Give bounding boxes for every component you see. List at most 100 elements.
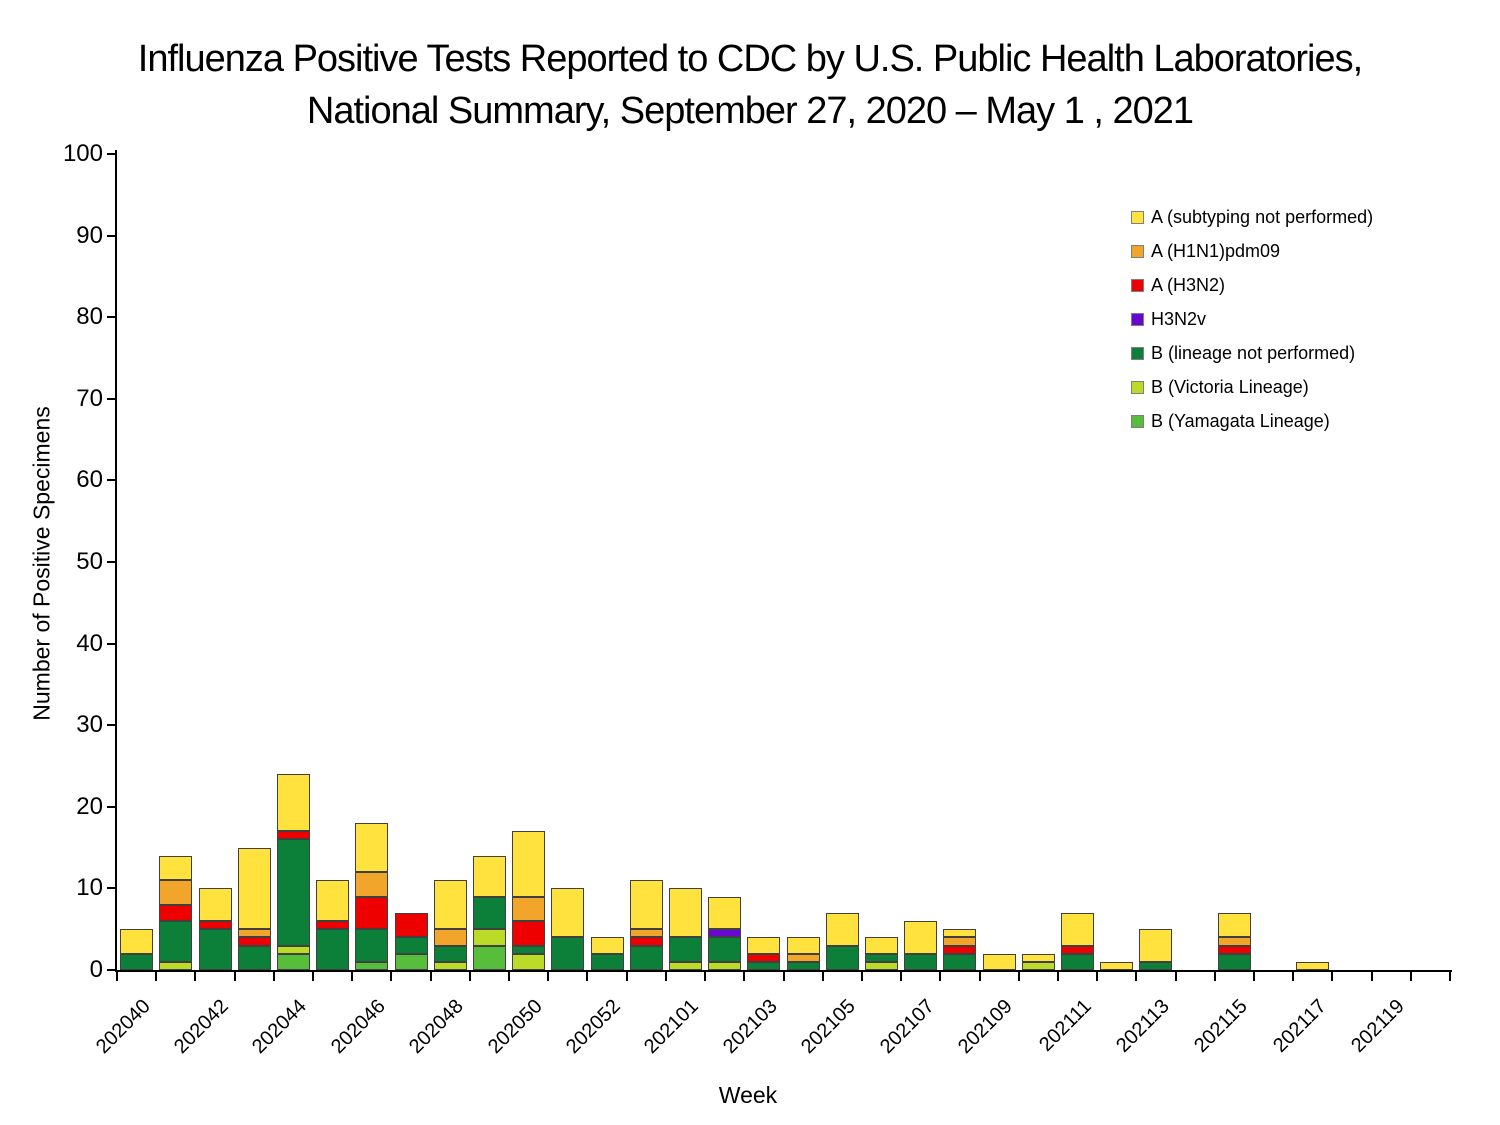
x-tick-mark (1135, 972, 1138, 981)
bar-segment (943, 945, 977, 954)
legend-swatch-icon (1131, 414, 1144, 428)
legend-item: B (lineage not performed) (1131, 336, 1373, 370)
x-tick-mark (155, 972, 158, 981)
bar-segment (512, 953, 546, 970)
bar-segment (747, 961, 781, 970)
x-tick-mark (1056, 972, 1059, 981)
y-tick-label: 20 (76, 792, 103, 820)
bar-segment (1139, 929, 1173, 962)
legend-label: B (Yamagata Lineage) (1151, 410, 1330, 431)
legend-item: A (subtyping not performed) (1131, 200, 1373, 234)
bar-segment (433, 880, 467, 930)
y-tick-mark (107, 561, 117, 563)
x-tick-mark (860, 972, 863, 981)
legend-swatch-icon (1131, 380, 1144, 394)
bar-segment (629, 945, 663, 970)
bar-segment (512, 921, 546, 946)
bar-segment (512, 945, 546, 954)
bar-segment (159, 921, 193, 962)
bar-segment (198, 888, 232, 922)
bar-segment (551, 937, 585, 970)
legend-swatch-icon (1131, 346, 1144, 360)
chart-title-line-2: National Summary, September 27, 2020 – M… (306, 90, 1194, 132)
bar-segment (1217, 912, 1251, 938)
x-tick-mark (547, 972, 550, 981)
y-tick-label: 90 (76, 221, 103, 249)
bar-segment (237, 929, 271, 938)
bar-segment (708, 961, 742, 970)
x-tick-mark (351, 972, 354, 981)
bar-segment (433, 945, 467, 962)
y-tick-label: 70 (76, 384, 103, 412)
chart-title: Influenza Positive Tests Reported to CDC… (0, 33, 1500, 137)
x-tick-mark (782, 972, 785, 981)
legend-swatch-icon (1131, 210, 1144, 224)
x-tick-mark (900, 972, 903, 981)
y-tick-label: 50 (76, 548, 103, 575)
bar-segment (472, 929, 506, 946)
x-tick-mark (978, 972, 981, 981)
legend-label: H3N2v (1151, 308, 1207, 329)
legend-swatch-icon (1131, 312, 1144, 326)
y-tick-mark (107, 153, 117, 155)
bar-segment (1217, 937, 1251, 946)
legend-swatch-icon (1131, 244, 1144, 258)
x-tick-mark (194, 972, 197, 981)
x-tick-mark (390, 972, 393, 981)
bar-segment (472, 896, 506, 930)
x-tick-mark (1213, 972, 1216, 981)
bar-segment (629, 929, 663, 938)
chart-legend: A (subtyping not performed) A (H1N1)pdm09… (1131, 200, 1373, 438)
legend-item: A (H3N2) (1131, 268, 1373, 302)
bar-segment (668, 937, 702, 962)
bar-segment (355, 823, 389, 873)
legend-item: B (Victoria Lineage) (1131, 370, 1373, 404)
bar-segment (316, 921, 350, 930)
y-tick-mark (107, 969, 117, 971)
legend-label: A (H1N1)pdm09 (1151, 240, 1281, 261)
x-tick-mark (1409, 972, 1412, 981)
x-tick-mark (1292, 972, 1295, 981)
y-tick-mark (107, 316, 117, 319)
bar-segment (708, 937, 742, 962)
bar-segment (120, 953, 154, 970)
y-tick-mark (107, 887, 117, 890)
bar-segment (1217, 945, 1251, 954)
bar-segment (708, 896, 742, 930)
bar-segment (276, 774, 310, 832)
y-tick-label: 0 (89, 956, 103, 983)
bar-segment (747, 937, 781, 954)
bar-segment (668, 961, 702, 970)
bar-segment (433, 961, 467, 970)
bar-segment (276, 953, 310, 970)
legend-item: B (Yamagata Lineage) (1131, 404, 1373, 438)
x-tick-mark (704, 972, 707, 981)
bar-segment (433, 929, 467, 946)
bar-segment (904, 953, 938, 970)
bar-segment (394, 953, 428, 970)
bar-segment (1061, 912, 1095, 946)
legend-item: H3N2v (1131, 302, 1373, 336)
bar-segment (1061, 945, 1095, 954)
bar-segment (472, 945, 506, 970)
bar-segment (865, 953, 898, 962)
bar-segment (316, 929, 350, 970)
bar-segment (1139, 961, 1173, 970)
y-tick-label: 30 (76, 711, 103, 739)
bar-segment (198, 929, 232, 970)
bar-segment (590, 937, 624, 954)
bar-segment (786, 961, 820, 970)
bar-segment (551, 888, 585, 938)
bar-segment (629, 937, 663, 946)
y-tick-label: 40 (76, 629, 103, 657)
x-tick-mark (233, 972, 236, 981)
legend-label: B (lineage not performed) (1151, 342, 1356, 363)
bar-segment (120, 929, 154, 954)
bar-segment (355, 872, 389, 897)
legend-label: A (subtyping not performed) (1151, 206, 1374, 227)
bar-segment (904, 921, 938, 954)
bar-segment (276, 945, 310, 954)
bar-segment (512, 896, 546, 922)
bar-segment (394, 937, 428, 954)
bar-segment (1296, 961, 1330, 970)
